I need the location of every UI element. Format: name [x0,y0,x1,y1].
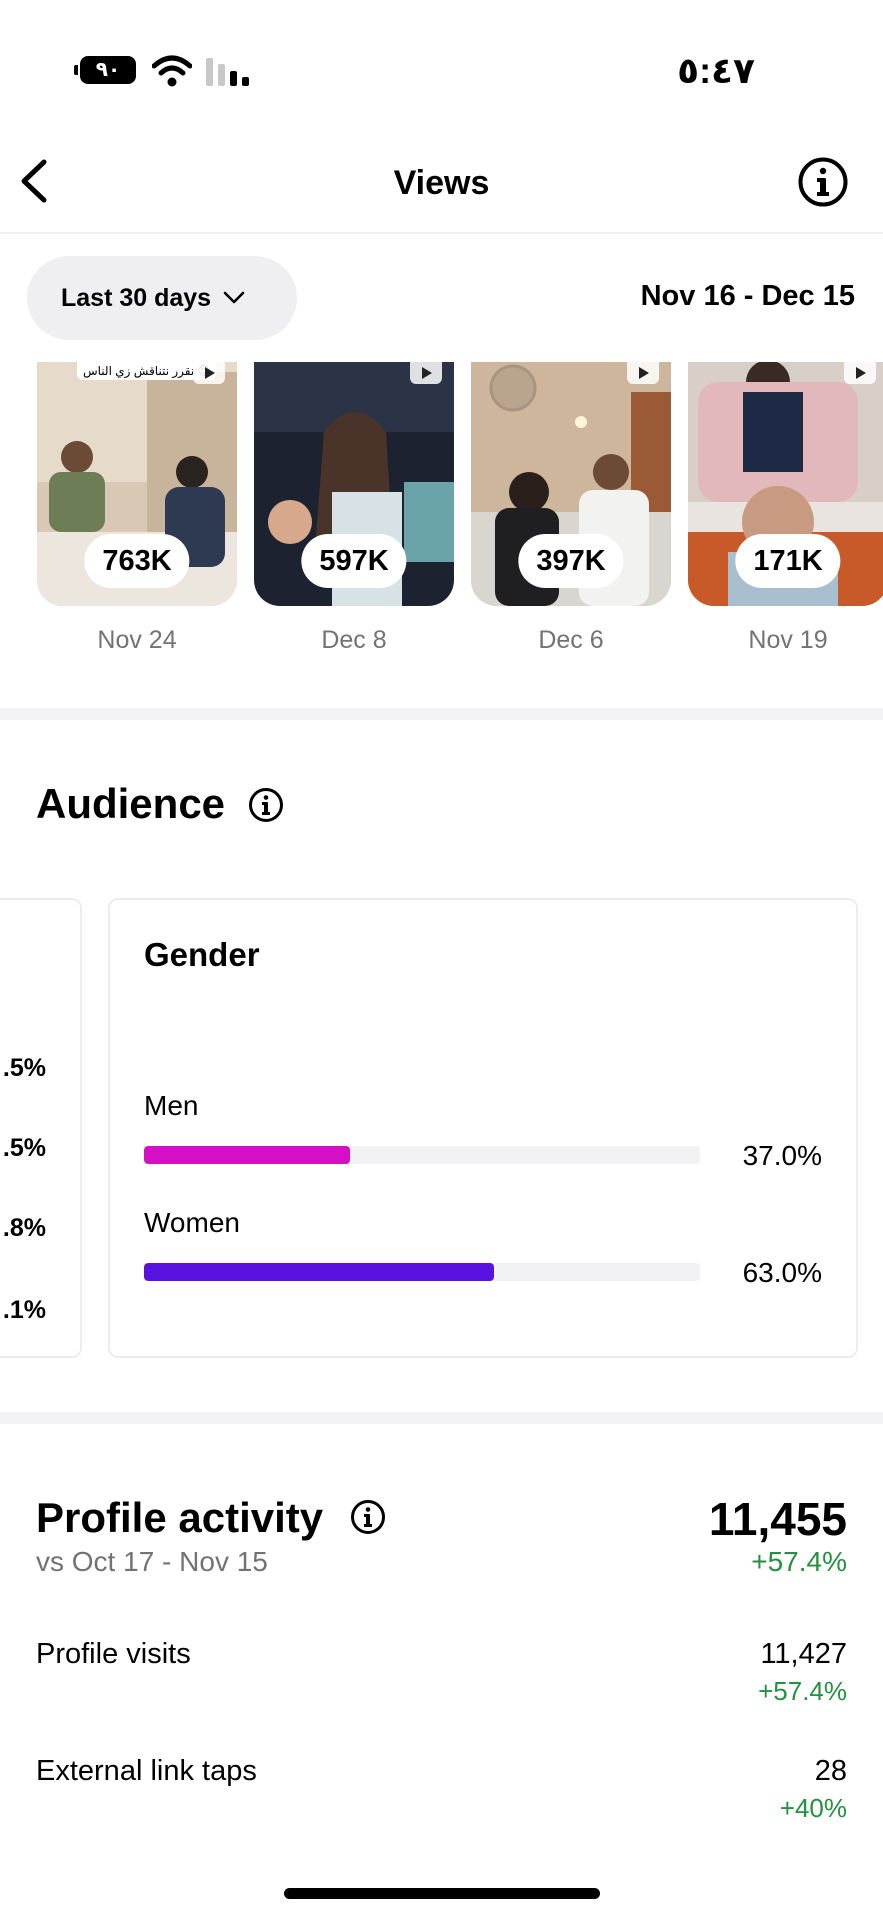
battery-icon: ٩٠ [74,56,136,84]
back-arrow-icon[interactable] [14,158,60,204]
reel-thumbnail[interactable]: 597K [254,362,454,606]
status-time: ٥:٤٧ [677,50,755,91]
profile-visits-label: Profile visits [36,1638,191,1670]
battery-level: ٩٠ [95,59,121,81]
reel-thumbnail[interactable]: 397K [471,362,671,606]
profile-visits-value: 11,427 [760,1638,847,1670]
reel-thumbnail[interactable]: 171K [688,362,883,606]
chevron-down-icon [223,291,245,304]
date-range-dropdown-label: Last 30 days [61,283,212,312]
reel-views-badge: 171K [735,534,841,588]
external-link-taps-change: +40% [779,1793,847,1823]
reel-icon [193,362,225,384]
gender-bar-men [144,1146,350,1164]
section-divider [0,708,883,720]
info-icon[interactable] [797,156,849,208]
reel-icon [410,362,442,384]
reel-date: Nov 24 [97,626,177,654]
info-icon[interactable] [248,787,284,823]
profile-activity-comparison: vs Oct 17 - Nov 15 [36,1546,268,1577]
audience-card-partial[interactable]: .5% .5% .8% .1% [0,898,82,1358]
gender-bar-track-men [144,1146,700,1164]
reel-date: Dec 8 [321,626,387,654]
partial-percent: .1% [2,1296,46,1324]
header: Views [0,130,883,234]
partial-percent: .8% [2,1214,46,1242]
reel-views-badge: 597K [301,534,407,588]
wifi-icon [152,55,192,87]
cellular-signal-icon [206,58,249,86]
profile-activity-title: Profile activity [36,1494,324,1541]
top-reels-carousel[interactable]: نقرر نتناقش زي الناس 😉 763K Nov 24 597K … [0,362,883,662]
gender-bar-track-women [144,1263,700,1281]
gender-bar-women [144,1263,495,1281]
reel-image [37,362,237,606]
gender-title: Gender [144,936,260,973]
reel-views-badge: 763K [84,534,190,588]
gender-card[interactable]: Gender Men 37.0% Women 63.0% [108,898,858,1358]
audience-title: Audience [36,780,226,827]
reel-icon [627,362,659,384]
date-range-dropdown[interactable]: Last 30 days [27,256,297,340]
external-link-taps-value: 28 [814,1755,847,1787]
gender-percent-women: 63.0% [742,1257,822,1288]
reel-date: Nov 19 [748,626,828,654]
filter-row: Last 30 days Nov 16 - Dec 15 [0,234,883,362]
gender-label-women: Women [144,1207,240,1238]
reel-views-badge: 397K [518,534,624,588]
profile-activity-total-change: +57.4% [751,1546,847,1577]
reel-icon [844,362,876,384]
info-icon[interactable] [350,1499,386,1535]
external-link-taps-label: External link taps [36,1755,257,1787]
reel-date: Dec 6 [538,626,604,654]
status-bar: ٩٠ ٥:٤٧ [0,0,883,130]
gender-label-men: Men [144,1090,199,1121]
profile-visits-change: +57.4% [758,1676,847,1706]
profile-activity-total: 11,455 [708,1493,847,1545]
date-range-text: Nov 16 - Dec 15 [640,280,855,312]
home-indicator[interactable] [284,1888,600,1899]
partial-percent: .5% [2,1054,46,1082]
partial-percent: .5% [2,1134,46,1162]
gender-percent-men: 37.0% [742,1140,822,1171]
section-divider [0,1412,883,1424]
reel-thumbnail[interactable]: نقرر نتناقش زي الناس 😉 763K [37,362,237,606]
page-title: Views [393,164,490,202]
